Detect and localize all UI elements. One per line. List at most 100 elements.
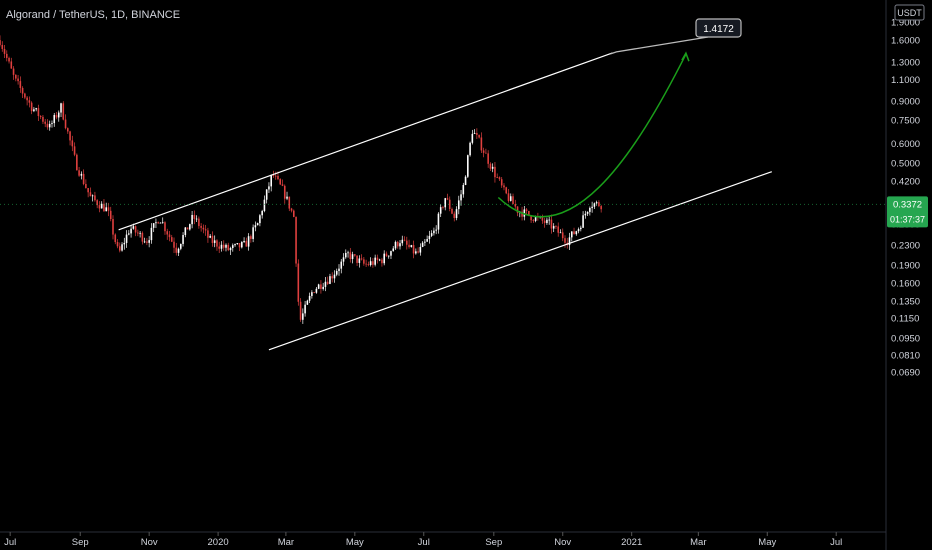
upper-channel-line: [118, 52, 613, 231]
candle-body: [494, 166, 496, 178]
candle-body: [82, 173, 85, 185]
candle-body: [580, 227, 582, 230]
candle-body: [118, 246, 121, 251]
candle-body: [302, 313, 304, 320]
candle-body: [415, 251, 417, 254]
candle-body: [48, 123, 51, 128]
price-tick-label: 0.1150: [891, 313, 919, 324]
candle-body: [265, 189, 268, 200]
candle-body: [365, 263, 367, 265]
candle-body: [516, 206, 519, 213]
candle-body: [577, 229, 580, 232]
candle-body: [396, 241, 399, 247]
candle-body: [322, 286, 324, 289]
candle-body: [184, 227, 187, 236]
currency-label: USDT: [897, 8, 922, 18]
candle-body: [543, 220, 546, 223]
candle-body: [259, 215, 261, 224]
candle-body: [354, 254, 356, 256]
time-axis[interactable]: Jul Sep Nov 2020 Mar May Jul Sep Nov 2021 Mar May Ju…: [0, 531, 886, 548]
time-tick-label: 2020: [208, 537, 229, 548]
candle-body: [161, 222, 164, 224]
candle-body: [532, 220, 535, 221]
candle-body: [76, 154, 78, 171]
chart-header: Algorand / TetherUS, 1D, BINANCE: [6, 9, 180, 21]
price-tick-label: 0.1350: [891, 297, 920, 308]
candle-body: [55, 115, 58, 118]
candle-body: [433, 230, 435, 234]
price-axis[interactable]: 1.9000 1.6000 1.3000 1.1000 0.9000 0.7500 0.60…: [885, 0, 920, 550]
candle-body: [489, 163, 492, 169]
candle-body: [186, 227, 189, 230]
candle-body: [338, 268, 340, 271]
candle-body: [146, 241, 148, 243]
candle-body: [85, 184, 87, 189]
candle-body: [356, 255, 358, 263]
candle-body: [464, 176, 467, 185]
candle-body: [100, 203, 103, 209]
candle-body: [256, 223, 259, 226]
candle-body: [584, 213, 587, 216]
time-tick-label: Sep: [485, 537, 502, 548]
candle-body: [125, 234, 128, 243]
candle-body: [46, 123, 49, 128]
candle-body: [473, 132, 476, 134]
candle-body: [177, 248, 180, 253]
candle-body: [191, 214, 193, 225]
candle-body: [128, 233, 130, 235]
candle-body: [528, 210, 530, 216]
candle-body: [69, 131, 71, 141]
candle-body: [557, 226, 560, 233]
candle-body: [521, 211, 523, 217]
candle-body: [367, 264, 370, 266]
candle-body: [561, 232, 564, 239]
candle-body: [130, 228, 132, 234]
candle-body: [152, 223, 155, 228]
target-label: 1.4172: [703, 24, 734, 35]
candle-body: [358, 258, 361, 263]
time-tick-label: 2021: [621, 537, 642, 548]
candle-body: [57, 112, 60, 118]
candle-body: [222, 244, 225, 248]
currency-badge[interactable]: USDT: [894, 4, 925, 21]
lower-channel-line: [268, 171, 772, 351]
candle-body: [568, 237, 571, 246]
candle-body: [437, 213, 440, 230]
candle-body: [286, 196, 288, 199]
candle-body: [387, 255, 390, 257]
candle-body: [195, 218, 198, 220]
candle-body: [98, 205, 101, 209]
price-tick-label: 1.6000: [891, 36, 920, 47]
candle-body: [105, 207, 108, 212]
candle-body: [503, 185, 505, 188]
candle-body: [595, 202, 598, 204]
price-tick-label: 1.3000: [891, 58, 920, 69]
candle-body: [277, 175, 279, 180]
candle-body: [476, 132, 478, 135]
candle-body: [374, 257, 376, 265]
candle-body: [471, 133, 474, 143]
candle-body: [315, 288, 318, 293]
candle-body: [331, 276, 334, 279]
candle-body: [202, 227, 205, 230]
candle-body: [550, 219, 553, 229]
candle-body: [385, 253, 388, 257]
candle-body: [317, 284, 320, 289]
candle-body: [320, 284, 322, 289]
candle-body: [586, 211, 589, 214]
candle-body: [94, 195, 96, 201]
candle-body: [534, 216, 537, 221]
candle-body: [96, 200, 98, 206]
candle-body: [33, 109, 35, 112]
candle-body: [17, 78, 19, 82]
candle-body: [182, 235, 184, 244]
candle-body: [297, 263, 300, 302]
countdown-label: 01:37:37: [890, 214, 925, 224]
candle-body: [457, 200, 460, 210]
candle-body: [231, 245, 234, 249]
candle-body: [15, 74, 17, 79]
candle-body: [372, 261, 374, 265]
candle-body: [444, 198, 447, 208]
candle-body: [363, 259, 365, 264]
